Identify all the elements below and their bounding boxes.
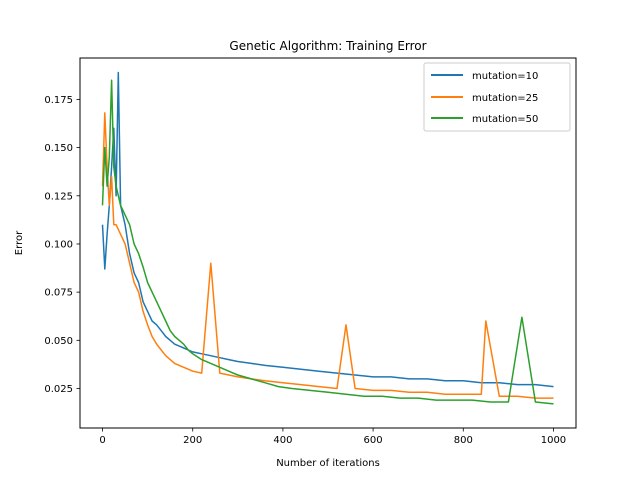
- y-tick-label: 0.100: [44, 239, 73, 250]
- x-tick-label: 1000: [541, 435, 566, 446]
- legend-label-mutation-25: mutation=25: [472, 93, 538, 104]
- x-tick-label: 200: [183, 435, 202, 446]
- legend: mutation=10 mutation=25 mutation=50: [423, 62, 571, 132]
- series-line-mutation-25: [101, 112, 554, 399]
- y-axis-ticks: 0.025 0.050 0.075 0.100 0.125 0.150 0.175: [44, 95, 80, 395]
- legend-box: [423, 62, 571, 132]
- x-tick-label: 400: [273, 435, 292, 446]
- axes-frame: [79, 57, 577, 429]
- x-tick-label: 0: [99, 435, 105, 446]
- plot-lines: [101, 71, 554, 405]
- y-tick-label: 0.125: [44, 191, 73, 202]
- y-axis-label: Error: [14, 230, 25, 255]
- legend-label-mutation-50: mutation=50: [472, 114, 538, 125]
- y-tick-label: 0.050: [44, 336, 73, 347]
- x-tick-label: 600: [364, 435, 383, 446]
- y-tick-label: 0.175: [44, 95, 73, 106]
- y-tick-label: 0.075: [44, 288, 73, 299]
- series-line-mutation-50: [101, 79, 554, 405]
- y-tick-label: 0.025: [44, 384, 73, 395]
- x-tick-label: 800: [454, 435, 473, 446]
- chart-title: Genetic Algorithm: Training Error: [229, 39, 426, 53]
- x-axis-label: Number of iterations: [276, 458, 380, 469]
- x-axis-ticks: 0 200 400 600 800 1000: [99, 428, 566, 446]
- legend-label-mutation-10: mutation=10: [472, 71, 538, 82]
- y-tick-label: 0.150: [44, 143, 73, 154]
